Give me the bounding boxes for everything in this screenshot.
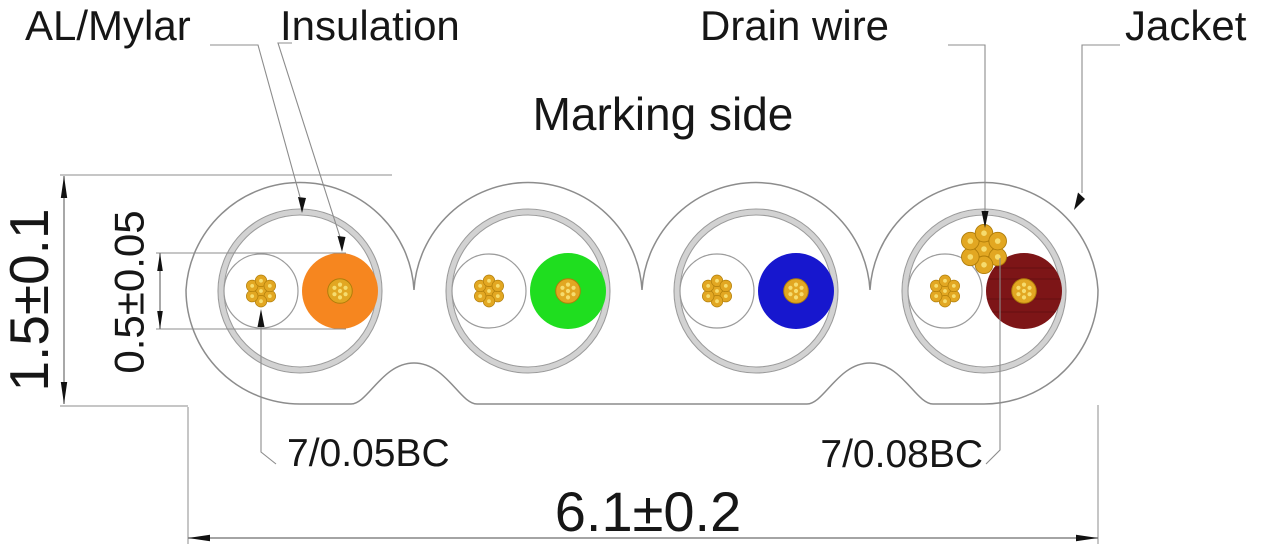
callout-drain-wire: Drain wire — [700, 2, 989, 228]
al-mylar-shield — [674, 209, 838, 373]
spec-drain-conductor: 7/0.08BC — [820, 258, 1001, 476]
spec-inner-conductor: 7/0.05BC — [257, 309, 450, 475]
inner-conductor-spec: 7/0.05BC — [287, 432, 450, 475]
al-mylar-label: AL/Mylar — [25, 2, 191, 49]
dimension-wire-od: 0.5±0.05 — [106, 210, 346, 374]
callout-insulation: Insulation — [277, 2, 460, 252]
jacket-outline — [185, 181, 1099, 405]
conductor-strands — [327, 278, 353, 304]
dimension-cable-width: 6.1±0.2 — [187, 405, 1099, 544]
al-mylar-shield — [446, 209, 610, 373]
wire-unit-3 — [673, 208, 839, 374]
dimension-cable-height: 1.5±0.1 — [0, 174, 392, 407]
conductor-strands — [783, 278, 809, 304]
marking-side-label: Marking side — [533, 88, 794, 140]
wire-unit-2 — [445, 208, 611, 374]
cable-height-value: 1.5±0.1 — [0, 208, 60, 391]
callout-al-mylar: AL/Mylar — [25, 2, 306, 213]
al-mylar-shield — [218, 209, 382, 373]
drain-wire-label: Drain wire — [700, 2, 889, 49]
jacket-label: Jacket — [1125, 2, 1247, 49]
conductor-strands — [555, 278, 581, 304]
conductor-strands — [1011, 278, 1037, 304]
cable-width-value: 6.1±0.2 — [555, 480, 741, 543]
wire-unit-1 — [217, 208, 383, 374]
insulation-label: Insulation — [280, 2, 460, 49]
wire-od-value: 0.5±0.05 — [106, 210, 153, 373]
callout-jacket: Jacket — [1074, 2, 1247, 210]
drain-conductor-spec: 7/0.08BC — [820, 433, 983, 476]
